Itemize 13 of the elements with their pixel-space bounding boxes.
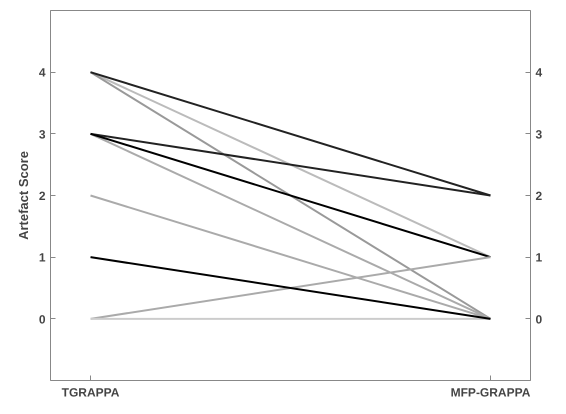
y2-tick-label: 1 xyxy=(536,250,542,265)
y2-tick-label: 3 xyxy=(536,127,542,142)
x-tick-label: MFP-GRAPPA xyxy=(450,386,531,400)
y2-tick-label: 0 xyxy=(536,312,542,326)
x-tick-label: TGRAPPA xyxy=(62,386,120,400)
y-axis-title: Artefact Score xyxy=(16,151,31,240)
y-tick-label: 3 xyxy=(38,127,46,142)
y2-tick-label: 4 xyxy=(536,66,542,80)
y-tick-label: 2 xyxy=(38,189,46,203)
y-tick-label: 1 xyxy=(38,250,46,265)
y-tick-label: 4 xyxy=(38,66,46,80)
y2-tick-label: 2 xyxy=(536,189,542,203)
y-tick-label: 0 xyxy=(38,312,46,326)
